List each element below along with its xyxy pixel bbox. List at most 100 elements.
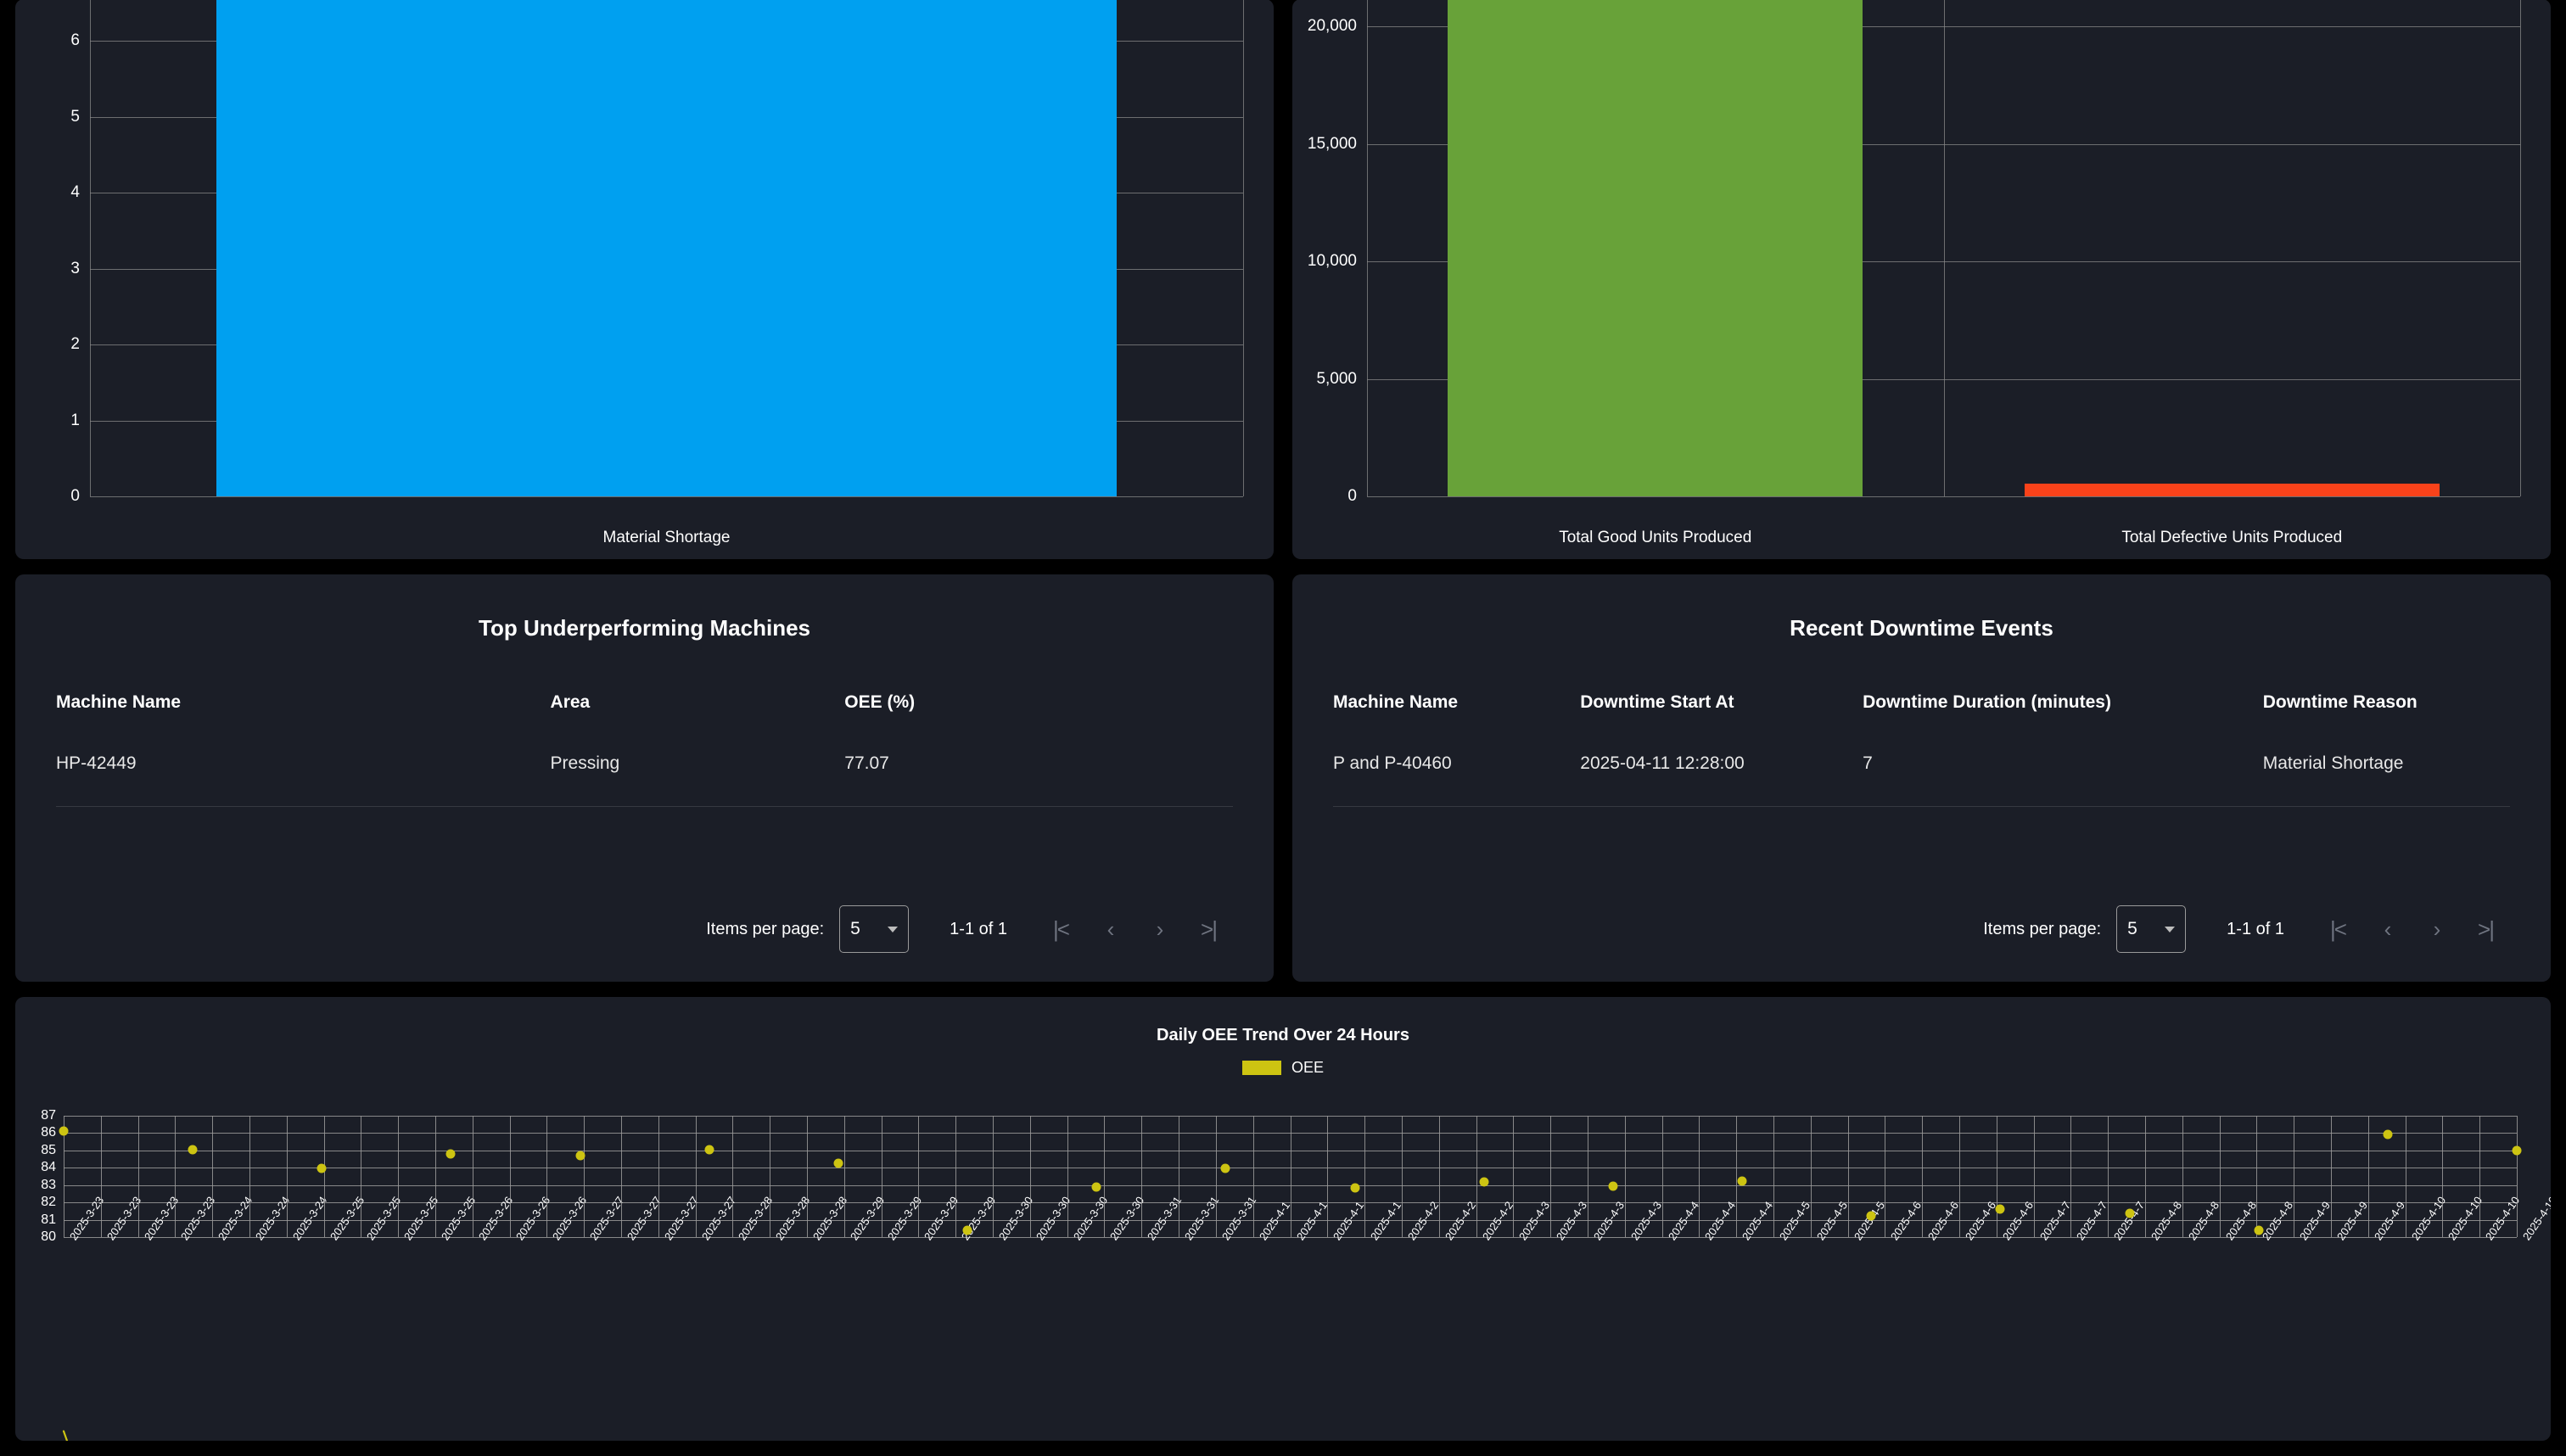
data-point-marker[interactable] — [575, 1151, 585, 1161]
x-axis-category-label: Total Defective Units Produced — [2121, 529, 2343, 546]
y-axis-tick-label: 82 — [41, 1195, 56, 1210]
y-axis-tick-label: 80 — [41, 1229, 56, 1244]
underperforming-machines-panel: Top Underperforming Machines Machine Nam… — [15, 574, 1274, 982]
gridline-vertical — [1215, 1116, 1217, 1237]
cell-area: Pressing — [550, 742, 845, 807]
legend-swatch-oee — [1241, 1061, 1281, 1075]
column-header-machine-name: Machine Name — [56, 692, 182, 712]
data-point-marker[interactable] — [1995, 1204, 2005, 1214]
next-page-button[interactable]: › — [2433, 916, 2441, 942]
underperforming-machines-table: Machine Name Area OEE (%) HP-42449 Press… — [56, 684, 1233, 807]
y-axis-tick-label: 0 — [70, 487, 80, 505]
gridline-vertical — [435, 1116, 437, 1237]
gridline-vertical — [212, 1116, 214, 1237]
bar[interactable] — [216, 0, 1117, 496]
gridline-vertical — [993, 1116, 994, 1237]
downtime-reasons-panel: 0 1 2 3 4 5 6 Material Shortage — [15, 0, 1274, 559]
data-point-marker[interactable] — [962, 1225, 972, 1235]
previous-page-button[interactable]: ‹ — [2384, 916, 2392, 942]
gridline-vertical — [1067, 1116, 1068, 1237]
x-axis-category-label: Material Shortage — [602, 529, 731, 546]
data-point-marker[interactable] — [1737, 1176, 1747, 1186]
downtime-events-paginator: Items per page: 5 1-1 of 1 |< ‹ › >| — [1292, 905, 2551, 982]
category-divider — [90, 0, 91, 496]
items-per-page-label: Items per page: — [1983, 919, 2102, 938]
items-per-page-select[interactable]: 5 — [839, 905, 910, 953]
gridline-vertical — [584, 1116, 585, 1237]
data-point-marker[interactable] — [2512, 1145, 2522, 1156]
data-point-marker[interactable] — [445, 1149, 456, 1159]
items-per-page-select[interactable]: 5 — [2116, 905, 2187, 953]
data-point-marker[interactable] — [1866, 1211, 1876, 1221]
gridline-vertical — [1141, 1116, 1143, 1237]
gridline-vertical — [918, 1116, 920, 1237]
y-axis-tick-label: 10,000 — [1307, 252, 1357, 270]
chevron-down-icon — [2165, 926, 2176, 932]
items-per-page-label: Items per page: — [706, 919, 825, 938]
data-point-marker[interactable] — [317, 1163, 327, 1173]
table-row[interactable]: HP-42449 Pressing 77.07 — [56, 742, 1233, 807]
table-row[interactable]: P and P-40460 2025-04-11 12:28:00 7 Mate… — [1333, 742, 2510, 807]
last-page-button[interactable]: >| — [2478, 916, 2495, 942]
oee-trend-legend: OEE — [15, 1059, 2551, 1077]
production-panel: 0 5,000 10,000 15,000 20,000 Total Good Units… — [1292, 0, 2551, 559]
y-axis-tick-label: 86 — [41, 1125, 56, 1140]
y-axis-tick-label: 5,000 — [1316, 369, 1357, 388]
data-point-marker[interactable] — [1220, 1163, 1230, 1173]
oee-trend-plot: 80 81 82 83 84 85 86 87 2025-3-23 2025-3-23 2025-3… — [64, 1108, 2551, 1238]
bar[interactable] — [1448, 0, 1863, 496]
data-point-marker[interactable] — [2383, 1129, 2393, 1140]
gridline-vertical — [1773, 1116, 1774, 1237]
gridline-vertical — [1736, 1116, 1738, 1237]
cell-downtime-duration: 7 — [1863, 742, 2263, 807]
gridline-vertical — [2144, 1116, 2146, 1237]
y-axis-tick-label: 5 — [70, 107, 80, 126]
gridline-vertical — [658, 1116, 659, 1237]
category-divider — [1943, 0, 1945, 496]
oee-line-series — [64, 1116, 2517, 1441]
gridline — [64, 1237, 2517, 1238]
previous-page-button[interactable]: ‹ — [1107, 916, 1115, 942]
gridline-vertical — [1922, 1116, 1924, 1237]
data-point-marker[interactable] — [1479, 1177, 1489, 1187]
oee-trend-title: Daily OEE Trend Over 24 Hours — [1157, 1026, 1409, 1044]
page-range-label: 1-1 of 1 — [950, 919, 1007, 938]
gridline-vertical — [955, 1116, 957, 1237]
gridline-vertical — [2517, 1116, 2518, 1237]
production-chart: 0 5,000 10,000 15,000 20,000 Total Good Units… — [1292, 0, 2551, 559]
y-axis-tick-label: 6 — [70, 31, 80, 50]
y-axis-tick-label: 1 — [70, 411, 80, 429]
bar[interactable] — [2024, 483, 2440, 496]
gridline-vertical — [1624, 1116, 1626, 1237]
last-page-button[interactable]: >| — [1201, 916, 1218, 942]
gridline-vertical — [2479, 1116, 2481, 1237]
gridline-vertical — [1550, 1116, 1552, 1237]
panel-title: Recent Downtime Events — [1790, 615, 2053, 641]
production-plot: 0 5,000 10,000 15,000 20,000 Total Good Units… — [1308, 0, 2521, 546]
data-point-marker[interactable] — [1608, 1181, 1618, 1191]
data-point-marker[interactable] — [1350, 1183, 1360, 1193]
data-point-marker[interactable] — [2254, 1225, 2264, 1235]
gridline-vertical — [1438, 1116, 1440, 1237]
data-point-marker[interactable] — [704, 1145, 714, 1155]
gridline-vertical — [100, 1116, 102, 1237]
gridline-vertical — [1810, 1116, 1812, 1237]
data-point-marker[interactable] — [833, 1158, 843, 1168]
data-point-marker[interactable] — [2125, 1208, 2135, 1218]
next-page-button[interactable]: › — [1156, 916, 1164, 942]
gridline-vertical — [249, 1116, 250, 1237]
y-axis-tick-label: 87 — [41, 1108, 56, 1123]
gridline-vertical — [1476, 1116, 1477, 1237]
page-range-label: 1-1 of 1 — [2227, 919, 2284, 938]
data-point-marker[interactable] — [59, 1126, 69, 1136]
data-point-marker[interactable] — [1091, 1182, 1101, 1192]
data-point-marker[interactable] — [188, 1145, 198, 1155]
y-axis-tick-label: 83 — [41, 1177, 56, 1192]
gridline-vertical — [2442, 1116, 2444, 1237]
first-page-button[interactable]: |< — [2330, 916, 2347, 942]
gridline-vertical — [137, 1116, 139, 1237]
first-page-button[interactable]: |< — [1053, 916, 1070, 942]
gridline-vertical — [1327, 1116, 1329, 1237]
x-axis-tick-label: 2025-4-10 — [2519, 1194, 2551, 1243]
